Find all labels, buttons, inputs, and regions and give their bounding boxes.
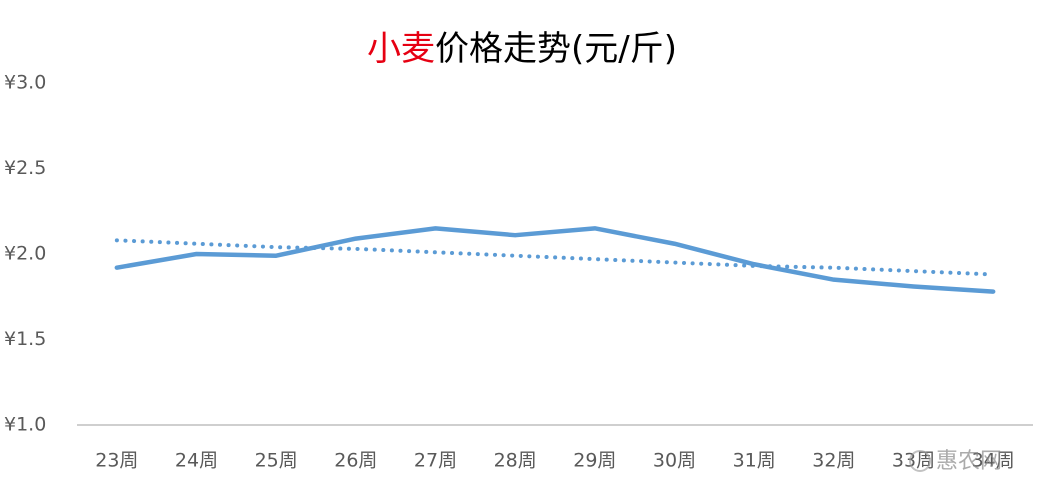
y-tick-label: ¥1.5 bbox=[4, 328, 46, 350]
x-tick-label: 33周 bbox=[892, 450, 935, 472]
x-tick-label: 27周 bbox=[414, 450, 457, 472]
title-part: 价格走势(元/斤) bbox=[435, 29, 677, 69]
y-tick-label: ¥2.0 bbox=[4, 243, 46, 265]
x-tick-label: 24周 bbox=[175, 450, 218, 472]
trend-line bbox=[114, 238, 996, 277]
watermark: 惠农网 bbox=[936, 449, 1002, 474]
x-tick-label: 31周 bbox=[733, 450, 776, 472]
x-tick-label: 25周 bbox=[255, 450, 298, 472]
title-part: 小麦 bbox=[367, 29, 435, 69]
x-tick-label: 34周 bbox=[972, 450, 1015, 472]
y-tick-label: ¥2.5 bbox=[4, 157, 46, 179]
y-tick-label: ¥1.0 bbox=[4, 414, 46, 436]
chart-title: 小麦价格走势(元/斤) bbox=[367, 29, 677, 69]
x-tick-label: 26周 bbox=[334, 450, 377, 472]
x-tick-label: 23周 bbox=[95, 450, 138, 472]
watermark-icon bbox=[909, 450, 931, 472]
x-tick-label: 32周 bbox=[812, 450, 855, 472]
x-tick-label: 30周 bbox=[653, 450, 696, 472]
x-tick-label: 28周 bbox=[494, 450, 537, 472]
series-line bbox=[114, 226, 996, 294]
y-tick-label: ¥3.0 bbox=[4, 72, 46, 94]
x-tick-label: 29周 bbox=[573, 450, 616, 472]
